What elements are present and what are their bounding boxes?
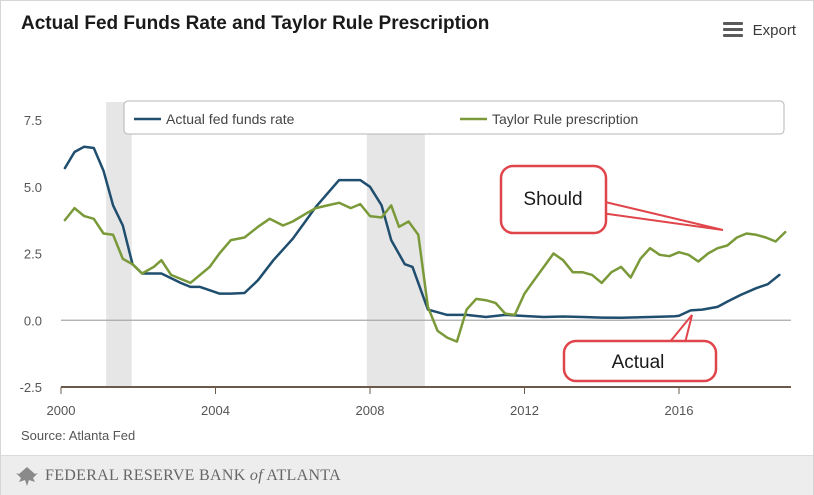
y-tick-label: 2.5 — [24, 247, 42, 262]
x-tick-label: 2000 — [47, 403, 76, 418]
bank-name-of: of — [249, 467, 263, 484]
footer: FEDERAL RESERVE BANK of ATLANTA — [1, 455, 813, 495]
chart-plot: 7.5 5.0 2.5 0.0 -2.5 2000 2004 2008 2012 2016 Ac… — [20, 100, 791, 443]
bank-name-part2: ATLANTA — [266, 467, 341, 484]
y-tick-label: -2.5 — [20, 380, 42, 395]
callout-should-pointer — [600, 199, 724, 231]
x-tick-label: 2004 — [201, 403, 230, 418]
recession-band-1 — [366, 102, 425, 387]
callout-should-box — [499, 164, 608, 235]
y-tick-label: 0.0 — [24, 313, 42, 328]
series-line-actual — [63, 145, 781, 320]
eagle-logo-icon — [16, 467, 38, 486]
legend-box — [123, 100, 785, 135]
legend-actual-label: Actual fed funds rate — [166, 111, 295, 127]
x-tick-label: 2016 — [665, 403, 694, 418]
legend-item-taylor[interactable]: Taylor Rule prescription — [460, 111, 638, 127]
source-note: Source: Atlanta Fed — [21, 428, 135, 443]
menu-icon — [722, 22, 743, 38]
y-tick-label: 5.0 — [24, 180, 42, 195]
callout-actual: Actual — [562, 314, 718, 383]
callout-should-text: Should — [523, 189, 582, 210]
export-label: Export — [752, 21, 796, 39]
x-tick-label: 2012 — [510, 403, 539, 418]
x-tick-label: 2008 — [356, 403, 385, 418]
bank-name: FEDERAL RESERVE BANK of ATLANTA — [45, 467, 341, 485]
export-button[interactable]: Export — [722, 19, 796, 41]
chart-title: Actual Fed Funds Rate and Taylor Rule Pr… — [21, 13, 490, 34]
legend: Actual fed funds rate Taylor Rule prescr… — [123, 100, 785, 135]
callout-actual-text: Actual — [612, 352, 665, 373]
callout-should: Should — [499, 164, 724, 235]
series-line-taylor — [63, 201, 787, 343]
legend-item-actual[interactable]: Actual fed funds rate — [134, 111, 295, 127]
callout-actual-box — [562, 339, 718, 383]
bank-name-part1: FEDERAL RESERVE BANK — [45, 467, 246, 484]
y-tick-label: 7.5 — [24, 113, 42, 128]
callout-actual-pointer — [666, 314, 693, 344]
legend-taylor-label: Taylor Rule prescription — [492, 111, 638, 127]
